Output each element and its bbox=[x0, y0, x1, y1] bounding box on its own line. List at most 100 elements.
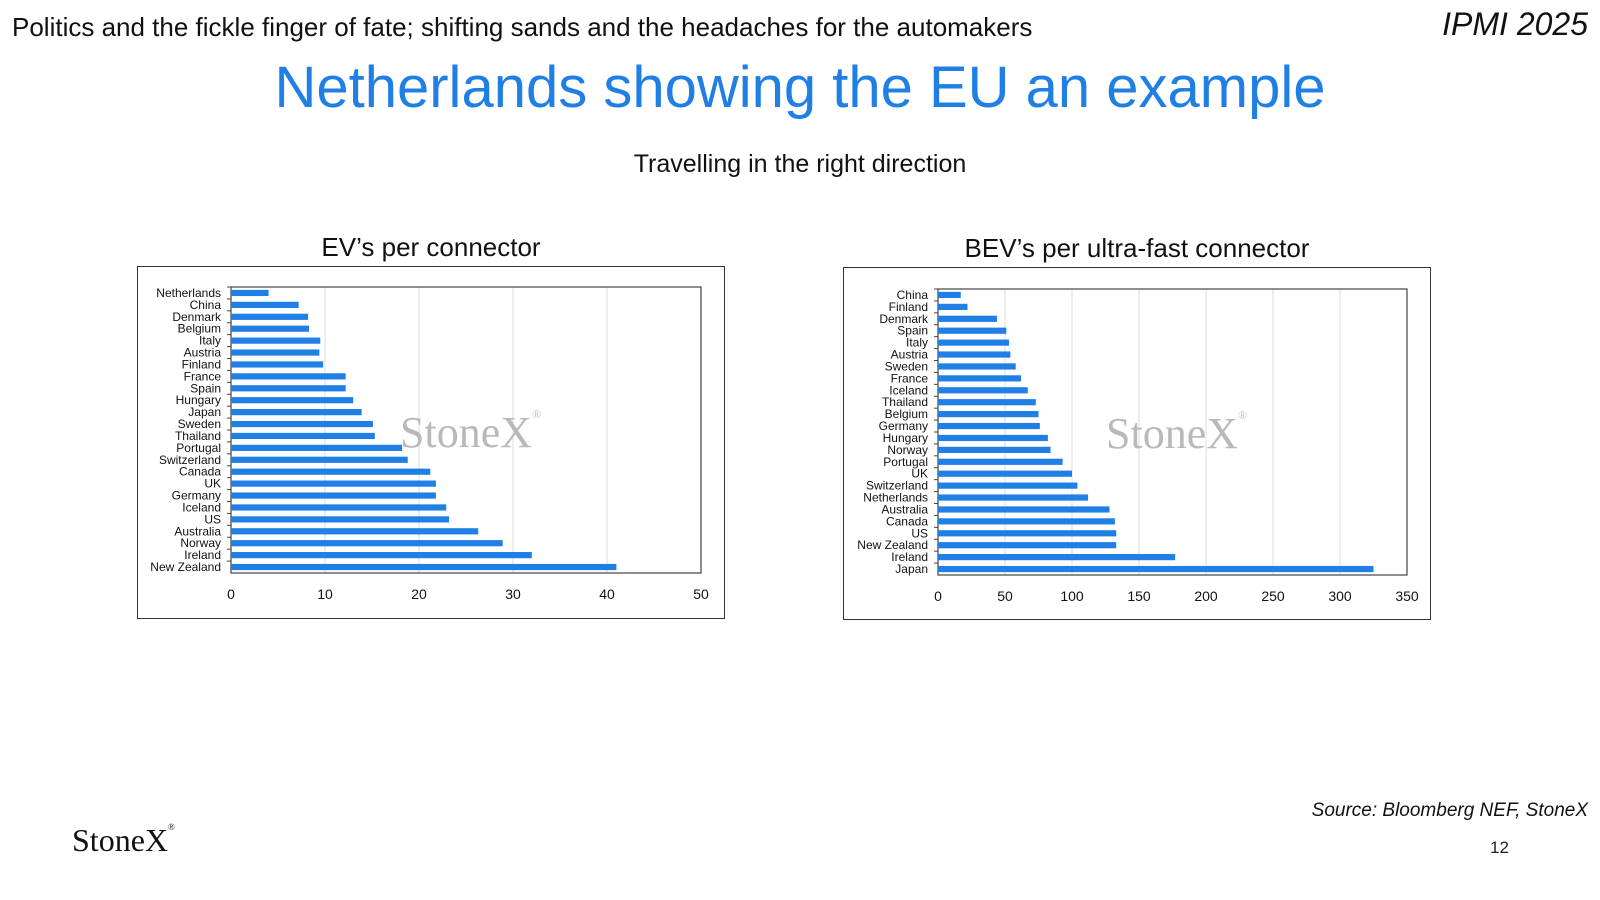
category-label: Germany bbox=[879, 419, 928, 433]
bar bbox=[231, 480, 436, 487]
category-label: Australia bbox=[881, 502, 928, 516]
category-label: Norway bbox=[887, 443, 928, 457]
category-label: Japan bbox=[188, 405, 221, 419]
bar bbox=[231, 337, 321, 344]
chart-svg-bev-per-ultrafast-connector: 0 50 100 150 200 250 300 350 ChinaFinlandDenmark… bbox=[857, 288, 1419, 604]
deck-header: Politics and the fickle finger of fate; … bbox=[12, 12, 1033, 42]
bar bbox=[938, 434, 1048, 442]
brand-logo: StoneX® bbox=[72, 822, 175, 859]
category-label: Spain bbox=[190, 381, 221, 395]
category-label: Switzerland bbox=[866, 479, 928, 493]
bar bbox=[231, 492, 436, 499]
x-tick-label: 20 bbox=[411, 586, 427, 602]
category-label: Italy bbox=[906, 336, 928, 350]
bar bbox=[938, 303, 968, 310]
bar bbox=[938, 446, 1051, 453]
category-label: Australia bbox=[174, 524, 221, 538]
x-tick-label: 200 bbox=[1194, 588, 1218, 604]
bar bbox=[938, 351, 1011, 358]
x-tick-label: 350 bbox=[1395, 588, 1419, 604]
bar bbox=[938, 458, 1063, 465]
category-label: Norway bbox=[180, 536, 221, 550]
brand-logo-mark: ® bbox=[168, 822, 175, 832]
page-number: 12 bbox=[1490, 838, 1509, 857]
bar bbox=[938, 422, 1040, 430]
category-label: Ireland bbox=[891, 550, 928, 564]
bar bbox=[938, 494, 1089, 501]
category-label: Switzerland bbox=[159, 453, 221, 467]
category-label: Thailand bbox=[882, 395, 928, 409]
bar bbox=[231, 313, 309, 320]
bar bbox=[938, 327, 1007, 334]
category-label: Netherlands bbox=[156, 286, 221, 300]
category-label: Austria bbox=[891, 348, 929, 362]
category-label: Sweden bbox=[885, 359, 928, 373]
chart-title-bev-per-ultrafast-connector: BEV’s per ultra-fast connector bbox=[964, 233, 1310, 263]
category-label: Denmark bbox=[879, 312, 929, 326]
page-title: Netherlands showing the EU an example bbox=[274, 55, 1326, 120]
category-label: Japan bbox=[895, 562, 928, 576]
bar bbox=[938, 542, 1117, 549]
bar bbox=[231, 420, 373, 428]
bar bbox=[938, 506, 1110, 513]
bar bbox=[231, 540, 503, 547]
bar bbox=[938, 339, 1010, 346]
category-label: Canada bbox=[179, 465, 221, 479]
chart-ev-per-connector: 0 10 20 30 40 50 Netherlands China Denmark Belgiu… bbox=[137, 266, 725, 619]
bar bbox=[231, 325, 310, 332]
category-label: New Zealand bbox=[150, 560, 221, 574]
bar bbox=[231, 289, 269, 297]
category-label: Sweden bbox=[178, 417, 221, 431]
category-label: France bbox=[891, 371, 929, 385]
bar bbox=[231, 373, 346, 380]
bar bbox=[231, 528, 479, 535]
bar bbox=[231, 516, 450, 523]
brand-logo-text: StoneX bbox=[72, 822, 168, 858]
chart-title-ev-per-connector: EV’s per connector bbox=[321, 232, 541, 262]
category-label: Belgium bbox=[885, 407, 928, 421]
x-tick-label: 50 bbox=[693, 586, 709, 602]
bar bbox=[231, 456, 408, 463]
bar bbox=[938, 411, 1039, 418]
bar bbox=[938, 399, 1036, 406]
bar bbox=[231, 563, 617, 571]
bar bbox=[938, 518, 1115, 525]
category-label: Denmark bbox=[172, 310, 222, 324]
category-label: France bbox=[184, 369, 222, 383]
category-label: Hungary bbox=[176, 393, 221, 407]
category-label: Italy bbox=[199, 334, 221, 348]
category-label: Finland bbox=[182, 357, 221, 371]
category-label: New Zealand bbox=[857, 538, 928, 552]
category-label: China bbox=[897, 288, 929, 302]
bar bbox=[938, 482, 1078, 489]
category-label: Germany bbox=[172, 489, 221, 503]
category-label: Ireland bbox=[184, 548, 221, 562]
event-tag: IPMI 2025 bbox=[1442, 6, 1588, 42]
category-label: Finland bbox=[889, 300, 928, 314]
category-label: Canada bbox=[886, 514, 928, 528]
bar bbox=[231, 444, 403, 451]
bar bbox=[938, 387, 1028, 394]
category-label: Portugal bbox=[883, 455, 928, 469]
bar bbox=[938, 530, 1117, 537]
bar bbox=[938, 565, 1374, 573]
bar bbox=[231, 349, 320, 356]
bar bbox=[231, 504, 447, 511]
category-label: Spain bbox=[897, 324, 928, 338]
x-tick-label: 150 bbox=[1127, 588, 1151, 604]
x-tick-label: 300 bbox=[1328, 588, 1352, 604]
bar bbox=[231, 361, 324, 368]
category-label: UK bbox=[204, 477, 221, 491]
category-label: Portugal bbox=[176, 441, 221, 455]
x-tick-label: 0 bbox=[227, 586, 235, 602]
category-label: Austria bbox=[184, 346, 222, 360]
category-label: China bbox=[190, 298, 222, 312]
bar bbox=[231, 468, 431, 475]
bar bbox=[938, 375, 1022, 382]
bar bbox=[231, 301, 299, 308]
x-tick-label: 100 bbox=[1060, 588, 1084, 604]
page-subtitle: Travelling in the right direction bbox=[633, 150, 967, 178]
category-label: Thailand bbox=[175, 429, 221, 443]
category-label: Netherlands bbox=[863, 491, 928, 505]
category-label: Hungary bbox=[883, 431, 928, 445]
